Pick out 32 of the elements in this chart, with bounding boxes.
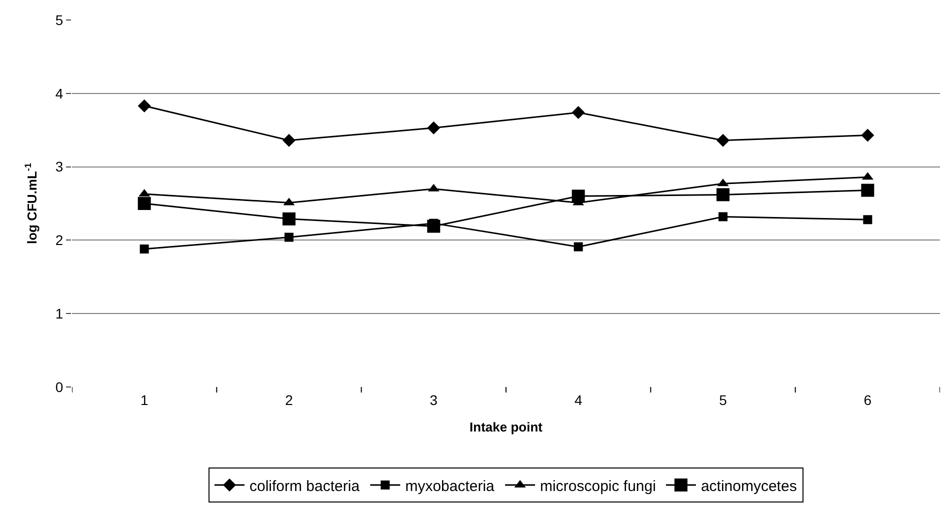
y-tick-label: 4 <box>55 85 64 102</box>
y-tick-label: 0 <box>55 378 64 395</box>
y-tick-label: 2 <box>55 232 64 248</box>
x-tick-label: 5 <box>719 392 728 408</box>
x-tick-label: 4 <box>574 392 582 408</box>
point <box>427 121 440 134</box>
legend-label: actinomycetes <box>700 478 797 495</box>
point <box>718 212 728 222</box>
point <box>574 242 583 252</box>
x-axis-title: Intake point <box>470 419 544 434</box>
point <box>861 184 874 197</box>
point <box>138 99 151 112</box>
legend-label: myxobacteria <box>405 478 496 495</box>
x-tick-label: 6 <box>864 392 872 408</box>
point <box>282 212 296 226</box>
point <box>861 128 874 142</box>
x-tick-label: 2 <box>285 392 294 408</box>
y-tick-label: 5 <box>55 12 64 28</box>
point <box>284 232 294 242</box>
point <box>716 188 730 202</box>
y-tick-label: 3 <box>55 158 64 175</box>
point <box>282 134 296 147</box>
x-tick-label: 1 <box>140 392 148 408</box>
point <box>140 244 149 254</box>
legend-label: microscopic fungi <box>540 478 656 495</box>
point <box>716 134 730 147</box>
legend-label: coliform bacteria <box>250 478 360 495</box>
point <box>572 106 585 119</box>
point <box>138 197 151 210</box>
point <box>863 215 872 224</box>
y-tick-label: 1 <box>55 306 64 322</box>
x-tick-label: 3 <box>430 392 438 408</box>
